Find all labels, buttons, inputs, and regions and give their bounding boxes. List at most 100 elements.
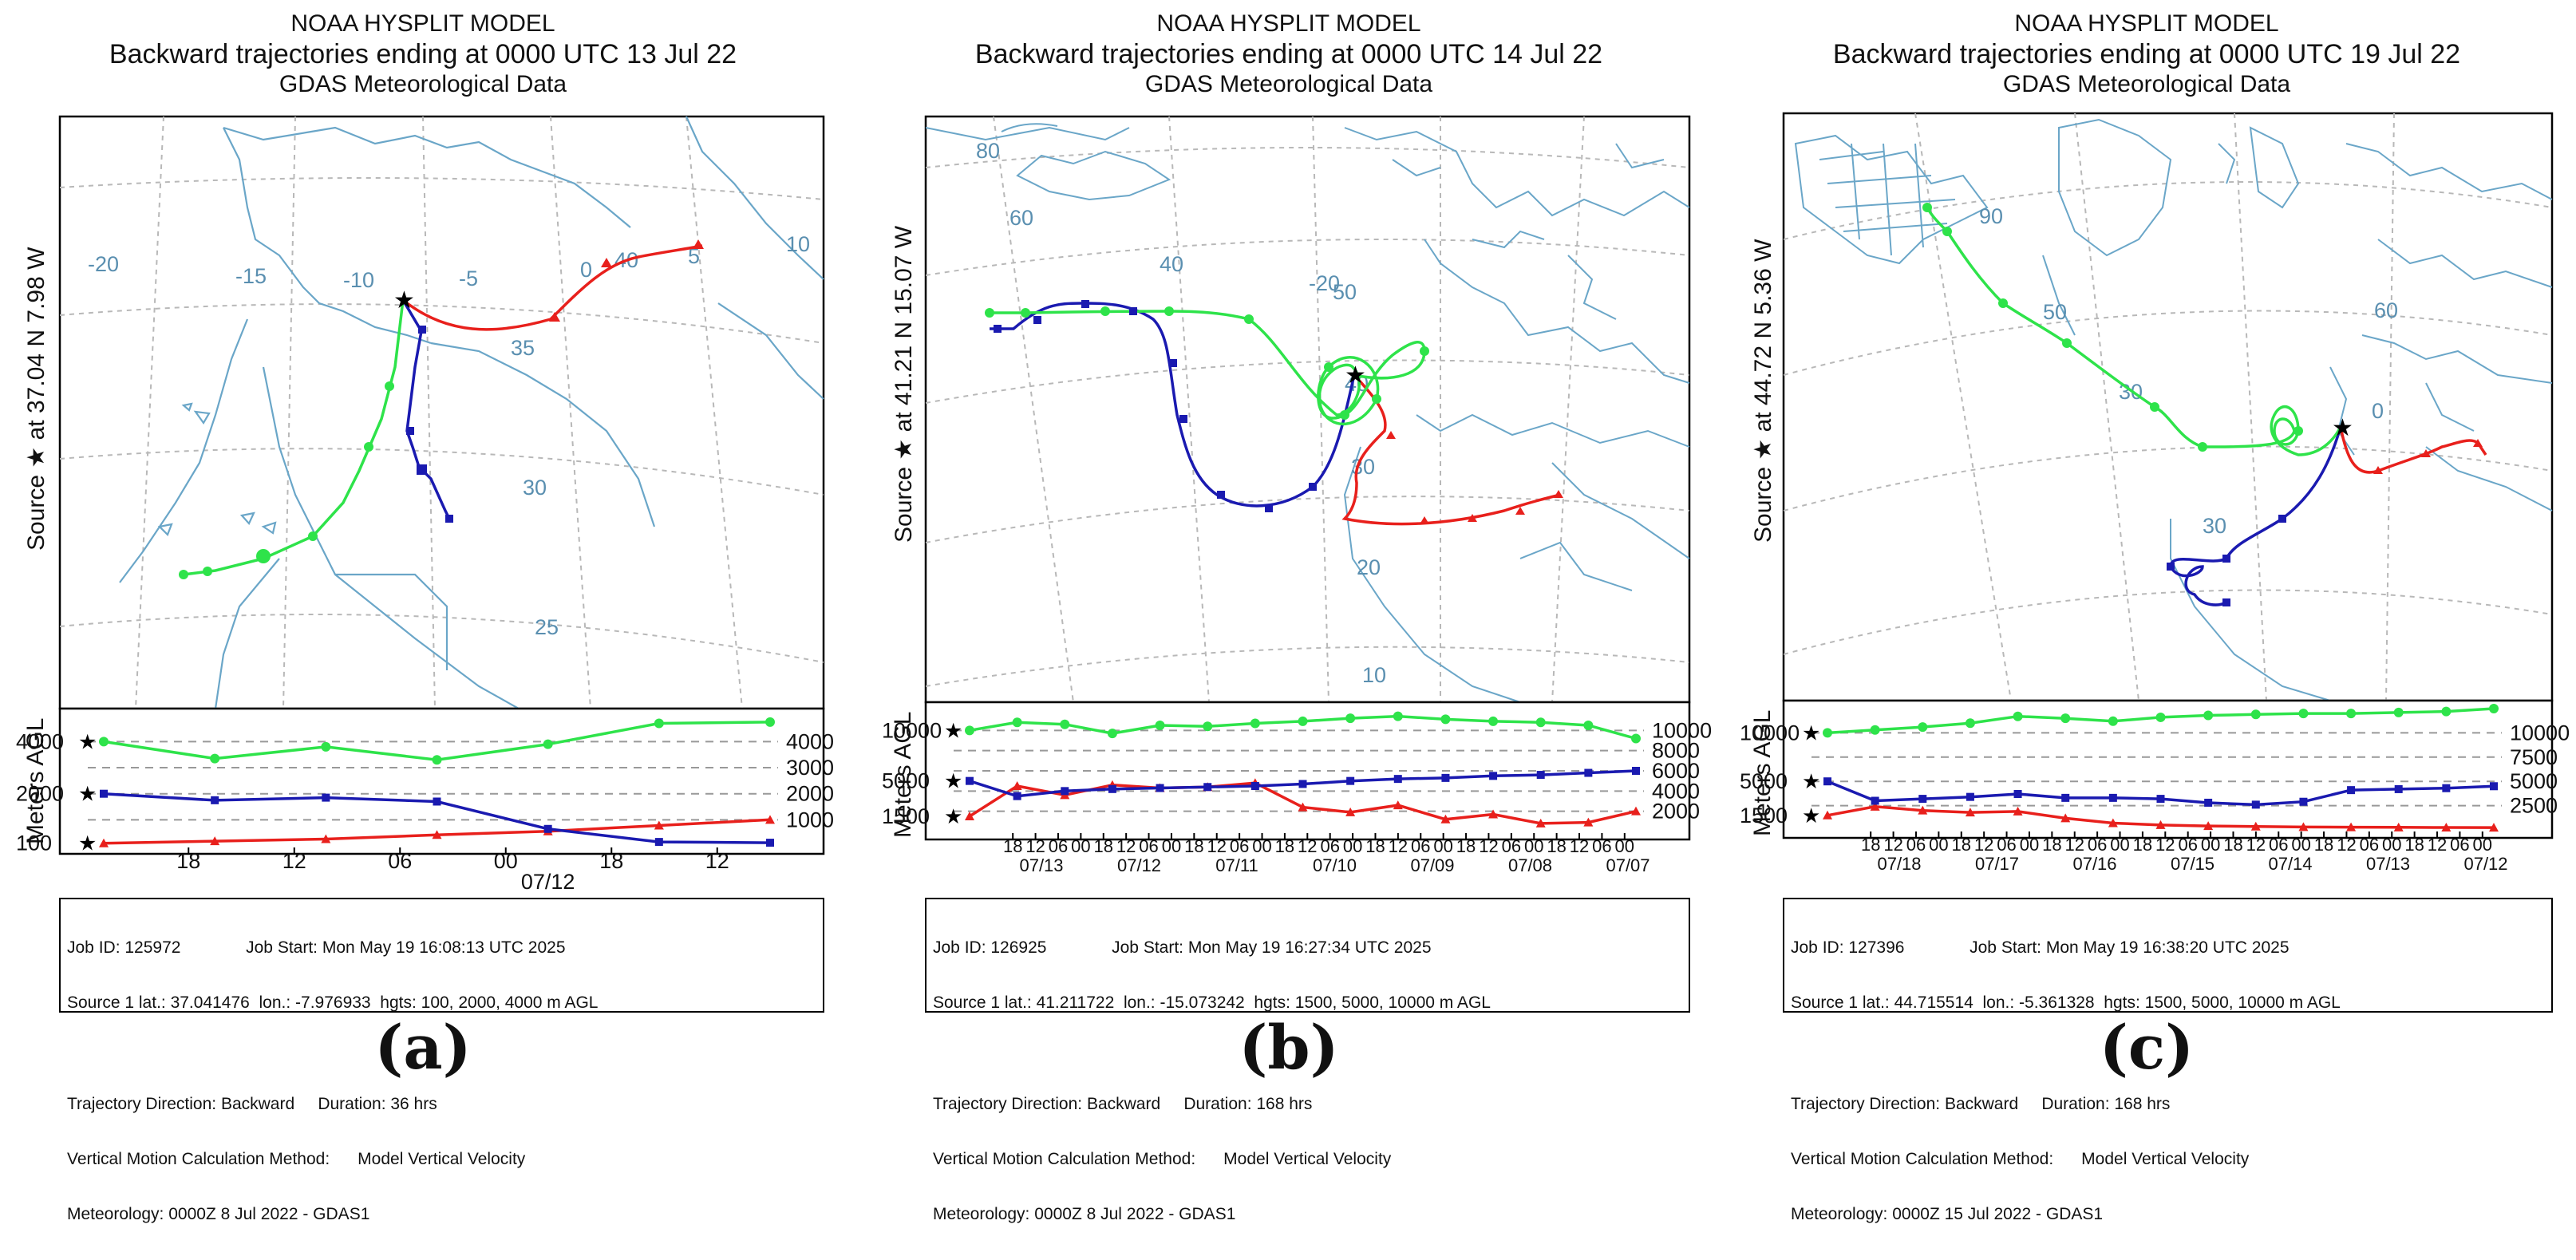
panel-a-title: NOAA HYSPLIT MODEL Backward trajectories… [0,10,846,99]
agl-point [654,820,664,830]
model-title: NOAA HYSPLIT MODEL [1156,10,1421,37]
agl-left-tick-label: 100 [16,831,52,855]
agl-point [1966,792,1974,801]
agl-x-tick-label: 12 [1116,836,1136,856]
agl-point [2060,713,2071,724]
agl-x-tick-label: 12 [2337,835,2356,855]
agl-source-star-icon: ★ [1802,804,1820,827]
trajectory-10000m [990,310,1426,426]
agl-point [1441,773,1450,782]
agl-right-tick-label: 2000 [786,782,834,806]
agl-point [2250,821,2261,831]
agl-point [2061,793,2070,802]
direction-line: Trajectory Direction: Backward Duration:… [933,1095,1313,1113]
map-frame [924,115,1691,704]
agl-point [2013,790,2022,799]
lat-label: 60 [2374,298,2398,322]
trajectory-1500m-markers [2373,439,2483,474]
lon-label: -15 [235,264,267,288]
panel-b-graphics: 80 60 40 -20 50 40 30 20 10 [882,115,1712,1013]
agl-x-tick-label: 12 [1570,836,1589,856]
agl-x-tick-label: 00 [1162,836,1181,856]
lat-label: 80 [976,139,1000,163]
agl-point [1823,810,1832,820]
agl-point [1250,718,1260,729]
agl-point [966,776,974,785]
trajectory-1500m [2339,426,2487,474]
trajectory-5000m-markers [994,300,1317,512]
agl-x-tick-label: 12 [1207,836,1226,856]
lon-label: 0 [580,258,592,282]
agl-point [1489,772,1498,780]
agl-point [1536,771,1545,780]
trajectory-10000m-markers [985,306,1429,420]
agl-x-tick-label: 06 [1502,836,1521,856]
agl-point [1440,714,1451,725]
agl-x-tick-label: 00 [1929,835,1948,855]
agl-point [210,753,220,764]
agl-source-star-icon: ★ [944,804,962,828]
agl-point [2203,821,2214,831]
agl-x-tick-label: 06 [1320,836,1339,856]
agl-x-tick-label: 06 [1139,836,1158,856]
agl-point [2013,711,2023,721]
agl-point [2346,709,2357,719]
agl-point [2108,793,2117,802]
agl-x-tick-label: 06 [1049,836,1068,856]
map-trajectories: ★ [985,300,1563,526]
agl-x-tick-label: 18 [1365,836,1385,856]
agl-date-label: 07/11 [1215,855,1258,875]
map-trajectories: ★ [1922,203,2487,606]
agl-point [1298,780,1307,788]
trajectory-1500m-markers [1386,431,1563,524]
agl-point [1535,818,1546,827]
map-coastline [1794,118,2553,701]
agl-point [1488,809,1499,819]
agl-point [322,793,330,802]
agl-x-tick-label: 18 [1003,836,1022,856]
agl-date-label: 07/13 [1019,855,1063,875]
map-coastline [925,123,1690,703]
source-line: Source 1 lat.: 44.715514 lon.: -5.361328… [1791,993,2341,1012]
map-graticule [925,116,1690,703]
agl-point [1918,805,1928,815]
lat-label: 50 [1333,280,1357,304]
agl-point [2346,822,2357,831]
lon-label: -10 [343,268,374,292]
panel-label: (c) [2099,1012,2195,1083]
agl-right-tick-label: 10000 [2510,721,2570,745]
agl-x-tick-label: 12 [2428,835,2447,855]
agl-point [211,796,219,804]
agl-point [433,797,441,806]
agl-x-tick-label: 18 [1184,836,1203,856]
agl-point [1918,722,1928,733]
agl-point [2155,820,2166,829]
agl-point [2299,797,2308,806]
agl-left-tick-label: 5000 [1740,769,1788,793]
agl-point [2490,782,2498,791]
agl-point [100,789,108,798]
agl-point [2393,822,2404,831]
agl-point [1440,814,1451,824]
meteorology-line: Meteorology: 0000Z 8 Jul 2022 - GDAS1 [67,1205,370,1223]
panel-a: NOAA HYSPLIT MODEL Backward trajectories… [0,0,846,1223]
agl-point [543,824,552,833]
agl-point [965,725,974,736]
agl-point [2156,795,2165,804]
lat-label: 30 [1351,455,1375,479]
agl-source-star-icon: ★ [944,769,962,793]
model-title: NOAA HYSPLIT MODEL [290,10,555,37]
agl-point [1632,767,1640,775]
agl-x-tick-label: 12 [1883,835,1902,855]
panel-label: (a) [374,1012,472,1083]
agl-x-tick-label: 12 [1479,836,1498,856]
agl-point [2204,798,2213,807]
agl-left-tick-label: 1500 [1740,804,1788,827]
agl-x-tick-label: 06 [2360,835,2379,855]
agl-point [2251,800,2260,809]
agl-x-tick-label: 06 [1230,836,1249,856]
agl-point [766,839,774,847]
agl-point [210,836,220,846]
agl-point [1203,721,1213,732]
agl-date-label: 07/09 [1410,855,1454,875]
